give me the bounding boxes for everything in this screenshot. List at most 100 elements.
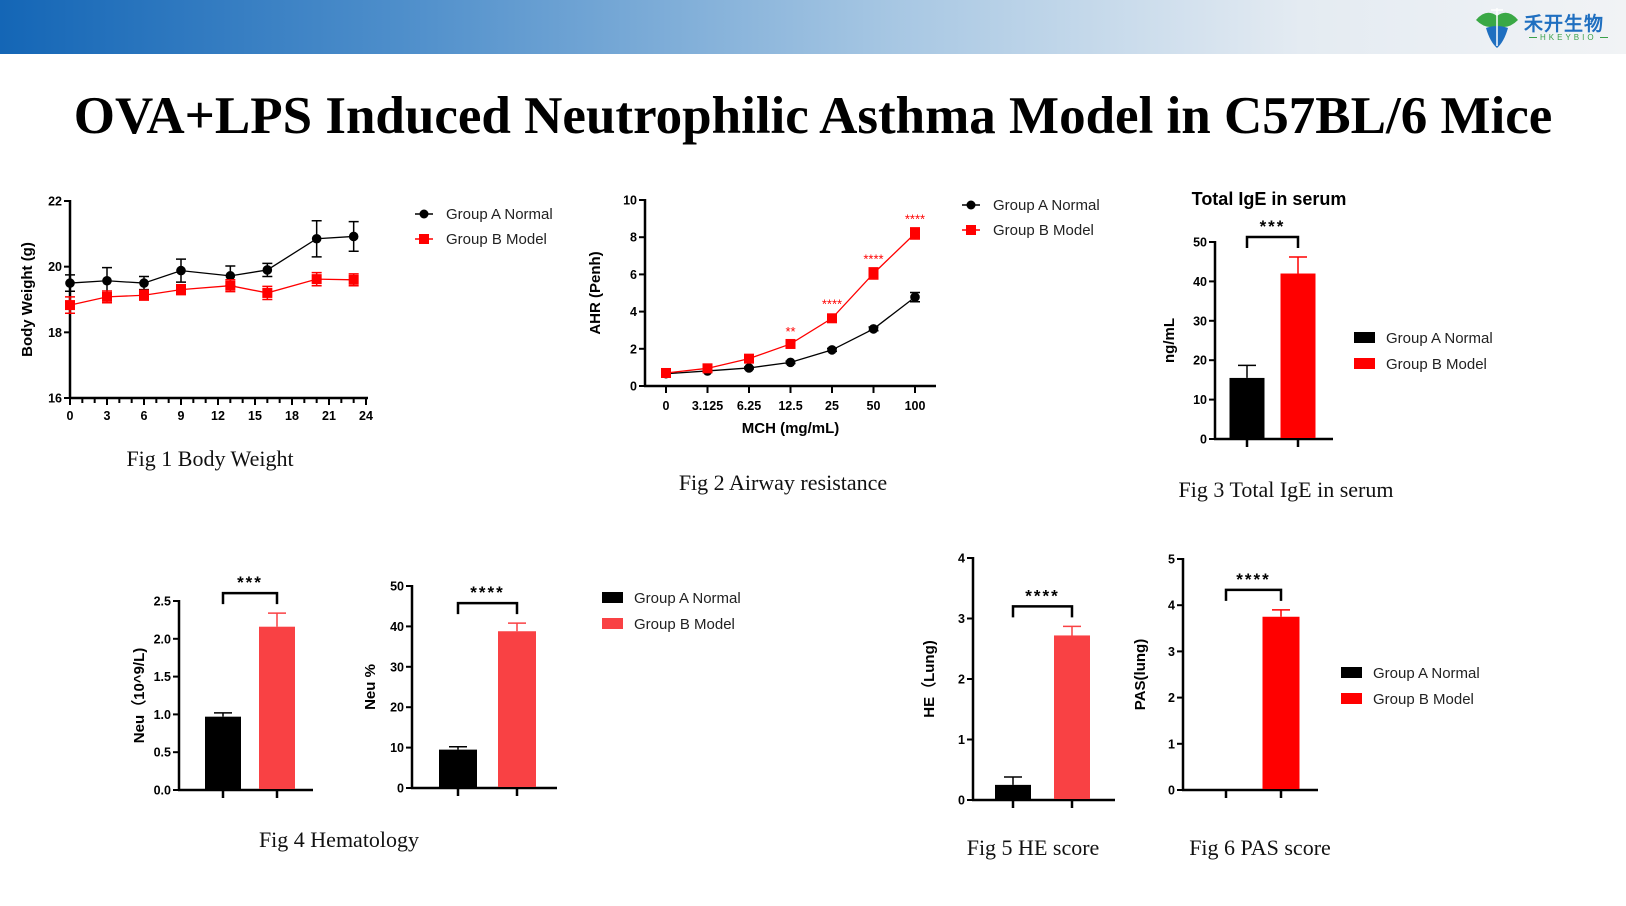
data-point — [176, 284, 186, 295]
significance-label: *** — [237, 573, 263, 592]
x-tick-label: 6.25 — [737, 399, 761, 413]
y-axis-label: HE（Lung) — [920, 640, 938, 717]
data-point — [744, 363, 754, 373]
significance-label: *** — [1260, 217, 1286, 236]
y-tick-label: 0 — [630, 380, 637, 394]
y-tick-label: 2 — [630, 342, 637, 356]
x-tick-label: 21 — [322, 409, 336, 423]
y-tick-label: 0 — [958, 794, 965, 808]
x-tick-label: 18 — [285, 409, 299, 423]
y-tick-label: 2.5 — [154, 595, 171, 609]
y-tick-label: 2.0 — [154, 632, 171, 646]
y-tick-label: 18 — [48, 326, 62, 340]
data-point — [139, 290, 149, 301]
y-tick-label: 22 — [48, 195, 62, 209]
figure-caption: Fig 3 Total IgE in serum — [1179, 477, 1394, 502]
data-point — [744, 353, 754, 364]
data-point — [661, 367, 671, 378]
legend-label: Group B Model — [1373, 691, 1474, 708]
data-point — [868, 324, 879, 334]
y-axis-label: AHR (Penh) — [587, 251, 604, 334]
data-point — [348, 274, 359, 285]
fig4a-chart: 0.0 0.5 1.0 1.5 2.0 2.5 Neu（10^9/L) Fig 4 Hemat… — [130, 573, 419, 852]
x-tick-label: 100 — [905, 399, 926, 413]
data-point — [262, 265, 273, 275]
data-point — [311, 274, 322, 285]
y-tick-label: 50 — [1193, 236, 1207, 250]
error-bar — [268, 612, 286, 627]
y-axis-label: Body Weight (g) — [19, 242, 36, 357]
y-tick-label: 0 — [1168, 784, 1175, 798]
series-group-b — [65, 271, 359, 315]
data-point — [785, 338, 796, 349]
x-tick-label: 9 — [178, 409, 185, 423]
figure-caption: Fig 2 Airway resistance — [679, 470, 887, 495]
significance-label: ** — [785, 324, 795, 339]
chart-title: Total IgE in serum — [1192, 189, 1347, 209]
data-point — [102, 291, 112, 302]
legend-marker — [966, 200, 976, 210]
y-tick-label: 40 — [390, 620, 404, 634]
data-point — [910, 292, 920, 302]
x-tick-label: 3.125 — [692, 399, 723, 413]
legend-marker — [419, 209, 429, 219]
legend-swatch — [1354, 358, 1375, 369]
data-point — [827, 345, 837, 355]
bar-group-a — [995, 784, 1031, 799]
fig5-chart: 0 1 2 3 4 HE（Lung) Fig 5 HE score **** — [920, 552, 1115, 860]
figure-caption: Fig 5 HE score — [967, 835, 1100, 860]
x-tick-label: 12.5 — [778, 399, 802, 413]
legend-marker — [419, 234, 429, 244]
y-tick-label: 1.5 — [154, 670, 171, 684]
significance-bracket — [1011, 605, 1074, 618]
y-tick-label: 30 — [1193, 314, 1207, 328]
y-axis-label: PAS(lung) — [1132, 639, 1149, 710]
y-tick-label: 10 — [623, 194, 637, 208]
data-point — [139, 278, 149, 288]
y-tick-label: 40 — [1193, 275, 1207, 289]
significance-bracket — [1245, 235, 1300, 248]
x-tick-label: 6 — [141, 409, 148, 423]
bar-group-b — [498, 631, 536, 787]
y-tick-label: 2 — [958, 673, 965, 687]
bar-group-b — [1054, 635, 1090, 799]
y-tick-label: 50 — [390, 580, 404, 594]
series-group-a — [65, 219, 359, 295]
data-point — [102, 275, 112, 286]
y-tick-label: 3 — [1168, 645, 1175, 659]
y-tick-label: 1 — [1168, 737, 1175, 751]
x-axis-label: MCH (mg/mL) — [742, 420, 840, 437]
figure-caption: Fig 4 Hematology — [259, 827, 419, 852]
significance-bracket — [456, 601, 519, 615]
data-point — [827, 313, 837, 324]
y-tick-label: 1 — [958, 733, 965, 747]
significance-label: **** — [1025, 586, 1059, 605]
logo-text-en: HKEYBIO — [1526, 33, 1611, 42]
error-bar — [1238, 364, 1256, 378]
bar-group-b — [1262, 616, 1300, 789]
legend-label: Group A Normal — [446, 206, 553, 223]
y-tick-label: 6 — [630, 268, 637, 282]
error-bar — [1289, 256, 1307, 274]
y-tick-label: 0.0 — [154, 784, 171, 798]
leaf-logo-icon — [1476, 8, 1518, 48]
x-tick-label: 3 — [104, 409, 111, 423]
x-tick-label: 24 — [359, 409, 373, 423]
error-bar — [1004, 776, 1022, 785]
y-tick-label: 30 — [390, 660, 404, 674]
y-tick-label: 4 — [630, 305, 637, 319]
data-point — [65, 278, 75, 288]
bar-group-b — [1280, 273, 1316, 438]
series-line — [69, 278, 354, 306]
x-tick-label: 25 — [825, 399, 839, 413]
fig6-chart: 0 1 2 3 4 5 PAS(lung) Fig 6 PAS score **** Group … — [1132, 553, 1480, 861]
legend-label: Group A Normal — [1373, 665, 1480, 682]
legend-swatch — [1341, 693, 1362, 704]
y-tick-label: 20 — [1193, 354, 1207, 368]
figure-caption: Fig 6 PAS score — [1189, 835, 1331, 860]
error-bar — [1272, 609, 1290, 617]
data-point — [348, 231, 359, 242]
error-bar — [214, 712, 232, 717]
bar-group-a — [1229, 377, 1265, 438]
